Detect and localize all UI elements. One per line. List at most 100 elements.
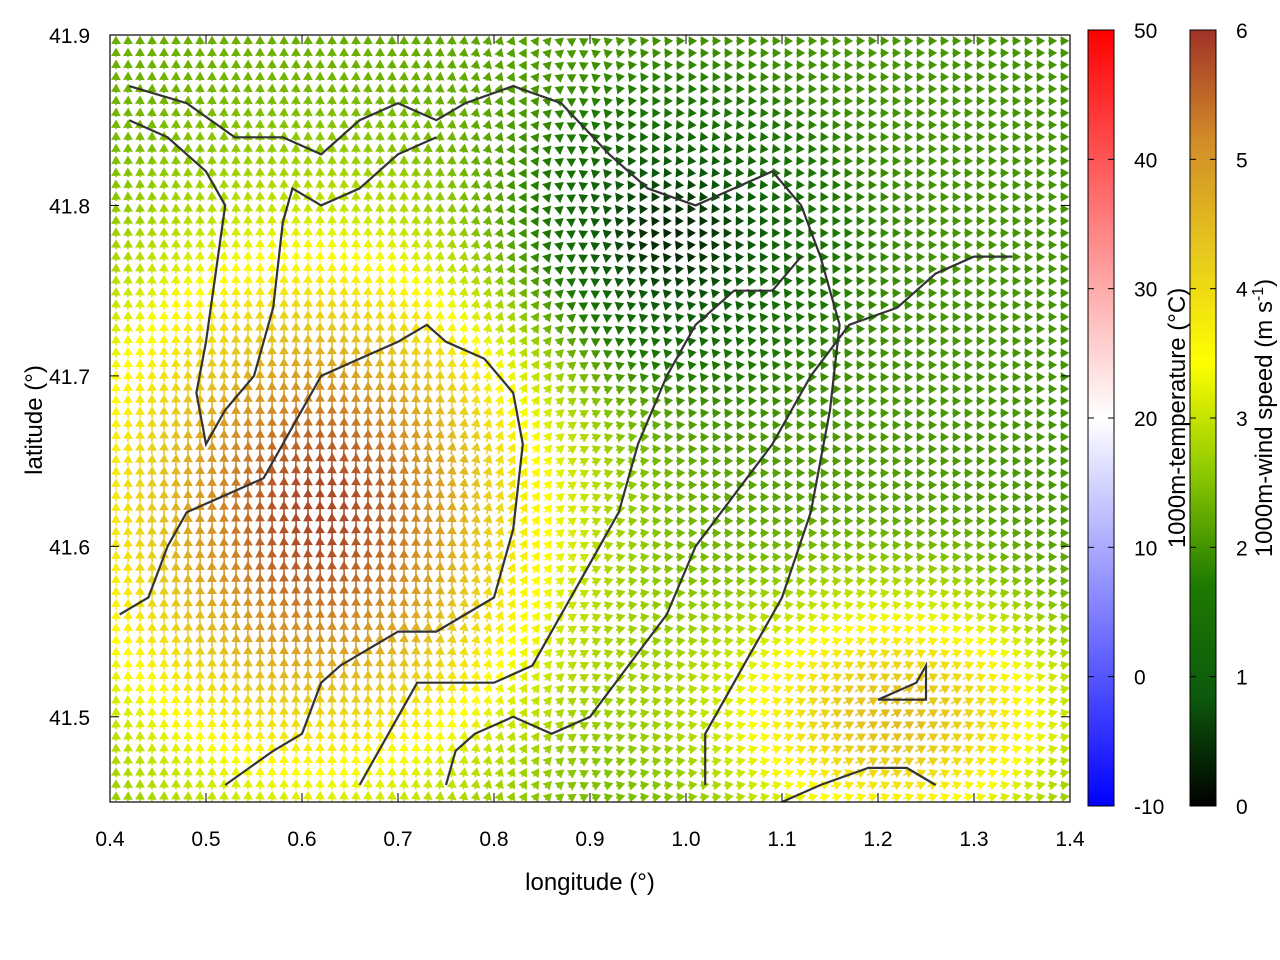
wind-arrow — [1024, 180, 1034, 190]
wind-arrow — [254, 83, 265, 93]
wind-arrow — [856, 96, 866, 106]
wind-arrow — [603, 132, 613, 143]
wind-arrow — [928, 84, 938, 94]
wind-arrow — [506, 72, 516, 82]
wind-arrow — [1012, 132, 1022, 142]
wind-arrow — [796, 264, 805, 275]
wind-arrow — [291, 250, 301, 262]
wind-arrow — [375, 47, 385, 57]
wind-arrow — [362, 119, 373, 130]
wind-arrow — [458, 131, 469, 141]
wind-arrow — [844, 192, 853, 202]
wind-arrow — [351, 155, 361, 166]
wind-arrow — [278, 71, 289, 81]
wind-arrow — [904, 228, 914, 238]
wind-arrow — [735, 131, 745, 142]
wind-arrow — [554, 61, 565, 71]
wind-arrow — [628, 60, 638, 71]
wind-arrow — [759, 131, 769, 142]
wind-arrow — [988, 120, 998, 130]
wind-arrow — [771, 191, 781, 202]
wind-arrow — [506, 228, 516, 238]
wind-arrow — [542, 145, 552, 155]
wind-arrow — [554, 205, 564, 216]
wind-arrow — [315, 155, 325, 166]
wind-arrow — [603, 120, 613, 131]
wind-arrow — [868, 84, 878, 94]
wind-arrow — [542, 193, 552, 203]
wind-arrow — [628, 72, 637, 83]
wind-arrow — [410, 59, 421, 69]
wind-arrow — [291, 203, 302, 214]
wind-arrow — [976, 168, 986, 178]
wind-arrow — [988, 48, 998, 58]
wind-arrow — [614, 265, 625, 275]
wind-arrow — [651, 143, 661, 154]
wind-arrow — [578, 145, 589, 155]
wind-arrow — [663, 143, 673, 154]
wind-arrow — [699, 252, 708, 263]
wind-arrow — [123, 215, 133, 226]
wind-arrow — [398, 250, 409, 262]
wind-arrow — [892, 180, 902, 190]
wind-arrow — [615, 48, 626, 59]
wind-arrow — [291, 59, 301, 69]
wind-arrow — [566, 254, 576, 264]
wind-arrow — [772, 72, 782, 82]
wind-arrow — [494, 96, 504, 106]
wind-arrow — [182, 119, 193, 129]
wind-arrow — [123, 167, 134, 178]
wind-arrow — [627, 144, 637, 155]
wind-arrow — [111, 179, 122, 190]
wind-arrow — [231, 155, 241, 166]
wind-arrow — [760, 36, 770, 46]
wind-arrow — [458, 107, 469, 117]
wind-arrow — [699, 143, 709, 154]
wind-arrow — [339, 214, 349, 226]
wind-arrow — [243, 59, 253, 69]
wind-arrow — [542, 109, 552, 119]
wind-arrow — [892, 252, 902, 263]
wind-arrow — [579, 97, 589, 107]
wind-arrow — [615, 192, 625, 203]
wind-arrow — [832, 264, 841, 275]
wind-arrow — [518, 72, 527, 83]
wind-arrow — [542, 672, 553, 683]
wind-arrow — [110, 71, 121, 81]
wind-arrow — [147, 203, 158, 214]
wind-arrow — [351, 214, 361, 226]
wind-arrow — [494, 132, 504, 142]
wind-arrow — [591, 61, 601, 71]
wind-arrow — [760, 72, 770, 82]
wind-arrow — [590, 266, 601, 276]
wind-arrow — [458, 215, 469, 226]
wind-arrow — [351, 167, 362, 178]
wind-arrow — [266, 83, 277, 93]
wind-arrow — [662, 264, 672, 275]
wind-arrow — [711, 131, 721, 142]
wind-arrow — [736, 36, 746, 46]
wind-arrow — [230, 119, 241, 129]
wind-arrow — [940, 144, 950, 154]
wind-arrow — [988, 84, 998, 94]
wind-arrow — [578, 206, 589, 216]
wind-arrow — [183, 167, 194, 178]
wind-arrow — [363, 214, 373, 226]
wind-arrow — [614, 216, 625, 227]
wind-arrow — [578, 73, 589, 83]
wind-arrow — [243, 226, 253, 238]
wind-arrow — [290, 262, 301, 274]
wind-arrow — [207, 155, 217, 166]
wind-arrow — [832, 167, 841, 178]
wind-arrow — [159, 227, 169, 238]
wind-arrow — [1060, 144, 1070, 154]
wind-arrow — [327, 59, 337, 69]
wind-arrow — [856, 192, 866, 202]
wind-arrow — [723, 228, 733, 239]
wind-arrow — [134, 263, 145, 274]
wind-arrow — [291, 226, 301, 238]
wind-arrow — [952, 180, 962, 190]
wind-arrow — [988, 168, 998, 178]
wind-arrow — [820, 216, 829, 226]
wind-arrow — [542, 516, 553, 526]
